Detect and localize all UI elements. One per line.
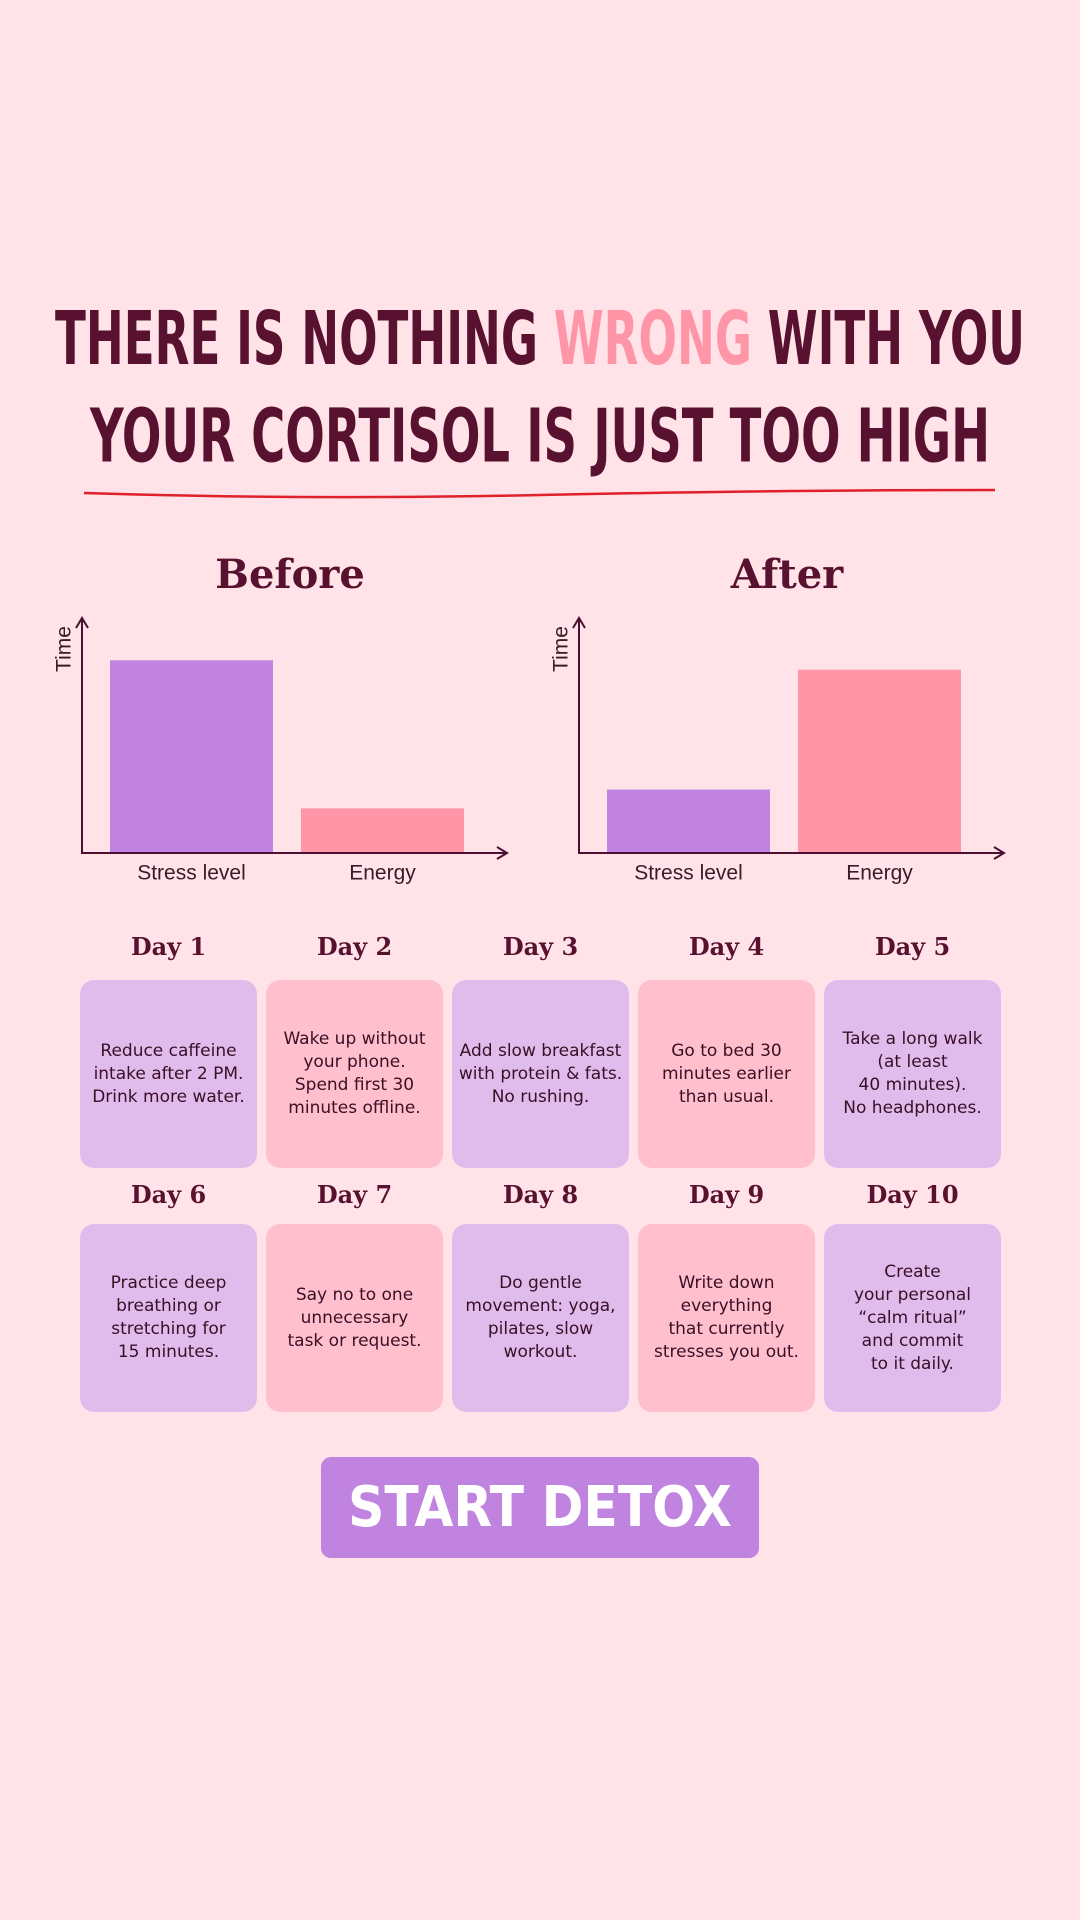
headline-2: YOUR CORTISOL IS JUST TOO HIGH: [89, 394, 990, 480]
day-card: Practice deep breathing or stretching fo…: [80, 1224, 257, 1412]
headline-part: THERE IS NOTHING: [55, 296, 538, 382]
day-label: Day 8: [502, 1180, 579, 1209]
day-label: Day 3: [502, 932, 579, 961]
day-label: Day 7: [316, 1180, 393, 1209]
day-card: Add slow breakfast with protein & fats. …: [452, 980, 629, 1168]
day-card: Take a long walk (at least 40 minutes). …: [824, 980, 1001, 1168]
day-label: Day 4: [688, 932, 765, 961]
day-label: Day 5: [874, 932, 951, 961]
chart-title: After: [730, 551, 844, 598]
day-card: Wake up without your phone. Spend first …: [266, 980, 443, 1168]
bar: [110, 660, 273, 853]
headline-1: THERE IS NOTHING WRONG WITH YOU: [55, 296, 1025, 382]
headline-part: WITH YOU: [768, 296, 1025, 382]
x-tick-label: Stress level: [137, 862, 246, 885]
axes: [572, 616, 1006, 860]
bar: [607, 789, 770, 853]
day-label: Day 10: [866, 1180, 959, 1209]
bar: [798, 669, 961, 853]
start-button[interactable]: START DETOX: [321, 1457, 759, 1558]
day-label: Day 1: [130, 932, 207, 961]
day-card: Do gentle movement: yoga, pilates, slow …: [452, 1224, 629, 1412]
chart-title: Before: [215, 551, 365, 598]
day-card: Say no to one unnecessary task or reques…: [266, 1224, 443, 1412]
y-axis-label: Time: [550, 626, 573, 672]
underline: [83, 488, 996, 499]
day-label: Day 6: [130, 1180, 207, 1209]
x-tick-label: Stress level: [634, 862, 743, 885]
x-tick-label: Energy: [349, 862, 416, 885]
y-axis-label: Time: [53, 626, 76, 672]
axes: [75, 616, 509, 860]
bar: [301, 808, 464, 853]
day-card: Create your personal “calm ritual” and c…: [824, 1224, 1001, 1412]
day-label: Day 9: [688, 1180, 765, 1209]
x-tick-label: Energy: [846, 862, 913, 885]
day-card: Reduce caffeine intake after 2 PM. Drink…: [80, 980, 257, 1168]
day-card: Go to bed 30 minutes earlier than usual.: [638, 980, 815, 1168]
day-label: Day 2: [316, 932, 393, 961]
day-card: Write down everything that currently str…: [638, 1224, 815, 1412]
headline-highlight: WRONG: [554, 296, 752, 382]
